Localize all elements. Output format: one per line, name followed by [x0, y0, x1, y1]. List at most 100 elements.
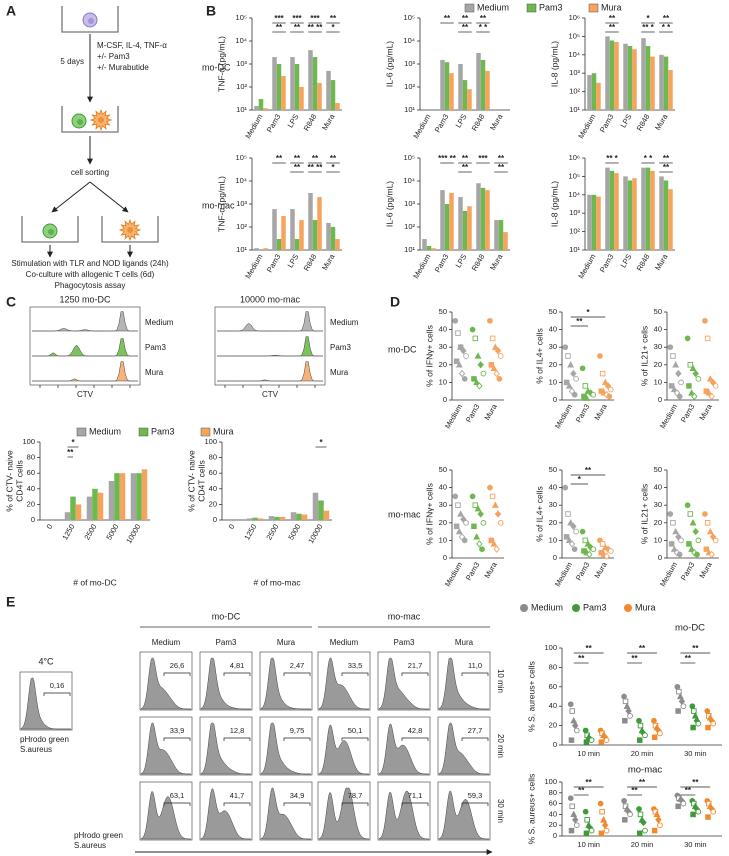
legend-label: Mura [601, 2, 622, 12]
bar [276, 239, 282, 250]
point [603, 737, 610, 744]
bar [268, 516, 275, 520]
point [582, 727, 589, 734]
point [469, 326, 476, 333]
gate-label: 21,7 [408, 661, 423, 670]
y-tick-label: 0 [553, 831, 557, 840]
point [497, 353, 504, 359]
bar [659, 176, 664, 250]
point [569, 708, 575, 714]
x-tick-label: R848 [470, 252, 487, 272]
point [474, 504, 482, 512]
y-tick-label: 10³ [569, 68, 580, 77]
x-tick-label: 10 min [577, 749, 600, 758]
gate [283, 672, 311, 676]
point [689, 703, 696, 710]
x-tick-label: 5000 [286, 522, 302, 541]
bar [645, 46, 651, 110]
y-tick-label: 60 [549, 799, 557, 808]
bar [290, 512, 297, 520]
bar [290, 209, 295, 250]
point [603, 827, 610, 834]
sample-label: Mura [145, 368, 164, 377]
point [676, 692, 684, 700]
point [670, 353, 676, 359]
x-tick-label: R848 [470, 112, 487, 132]
y-tick-label: 20 [439, 360, 447, 369]
point [453, 358, 460, 365]
point [490, 364, 498, 371]
significance-label: ** * [606, 154, 618, 163]
x-tick-label: 10 min [577, 840, 600, 849]
y-tick-label: 10 [439, 377, 447, 386]
point [489, 493, 496, 500]
gate [163, 737, 191, 741]
point [601, 821, 609, 829]
gate [461, 737, 489, 741]
y-tick-label: 10 [654, 535, 662, 544]
bar [272, 57, 277, 110]
column-label: Mura [277, 638, 296, 647]
point [584, 817, 590, 823]
bar [663, 56, 669, 110]
bar [591, 73, 597, 110]
point [455, 330, 461, 336]
point [702, 511, 708, 517]
column-label: Pam3 [394, 638, 415, 647]
point [622, 817, 628, 823]
point [691, 708, 697, 714]
significance-label: ** [586, 778, 593, 787]
histogram [217, 311, 323, 332]
point [461, 376, 468, 382]
y-tick-label: 0 [553, 553, 557, 562]
significance-label: *** [478, 154, 488, 163]
x-tick-label: Medium [243, 112, 264, 140]
x-tick-label: 10000 [306, 522, 324, 545]
y-tick-label: 40 [439, 325, 447, 334]
y-axis-label: % of CTV- naive [186, 450, 196, 512]
bar [92, 488, 98, 520]
x-tick-label: Mura [488, 252, 505, 272]
y-tick-label: 10⁴ [403, 176, 415, 185]
y-tick-label: 40 [27, 484, 35, 493]
y-tick-label: 40 [549, 701, 557, 710]
point [651, 717, 657, 724]
point [472, 502, 479, 508]
point [583, 830, 590, 837]
x-tick-label: Medium [576, 252, 597, 280]
nucleus [48, 229, 54, 235]
bar [627, 180, 633, 250]
x-tick-label: LPS [286, 252, 301, 269]
y-tick-label: 10 [549, 535, 557, 544]
gate [283, 737, 311, 741]
histogram [378, 723, 429, 775]
y-tick-label: 50 [439, 465, 447, 474]
bar [108, 481, 115, 520]
histogram [217, 361, 323, 382]
y-tick-label: 50 [654, 465, 662, 474]
bar [503, 232, 508, 250]
bar [130, 473, 137, 520]
bar [431, 248, 436, 250]
point [640, 818, 647, 827]
point [571, 546, 578, 553]
point [710, 720, 717, 727]
point [479, 546, 485, 553]
gate [341, 802, 369, 806]
point [568, 827, 575, 834]
point [676, 688, 682, 695]
point [491, 501, 499, 508]
point [687, 511, 694, 517]
significance-label: * [331, 163, 335, 172]
point [622, 718, 628, 724]
histogram [200, 788, 251, 840]
x-tick-label: 30 min [684, 749, 707, 758]
histogram-frame [214, 306, 326, 386]
point [695, 808, 702, 815]
y-tick-label: 10³ [569, 208, 580, 217]
y-tick-label: 10⁵ [569, 31, 580, 40]
well [61, 6, 119, 33]
point [668, 383, 675, 389]
y-tick-label: 100 [22, 437, 35, 446]
